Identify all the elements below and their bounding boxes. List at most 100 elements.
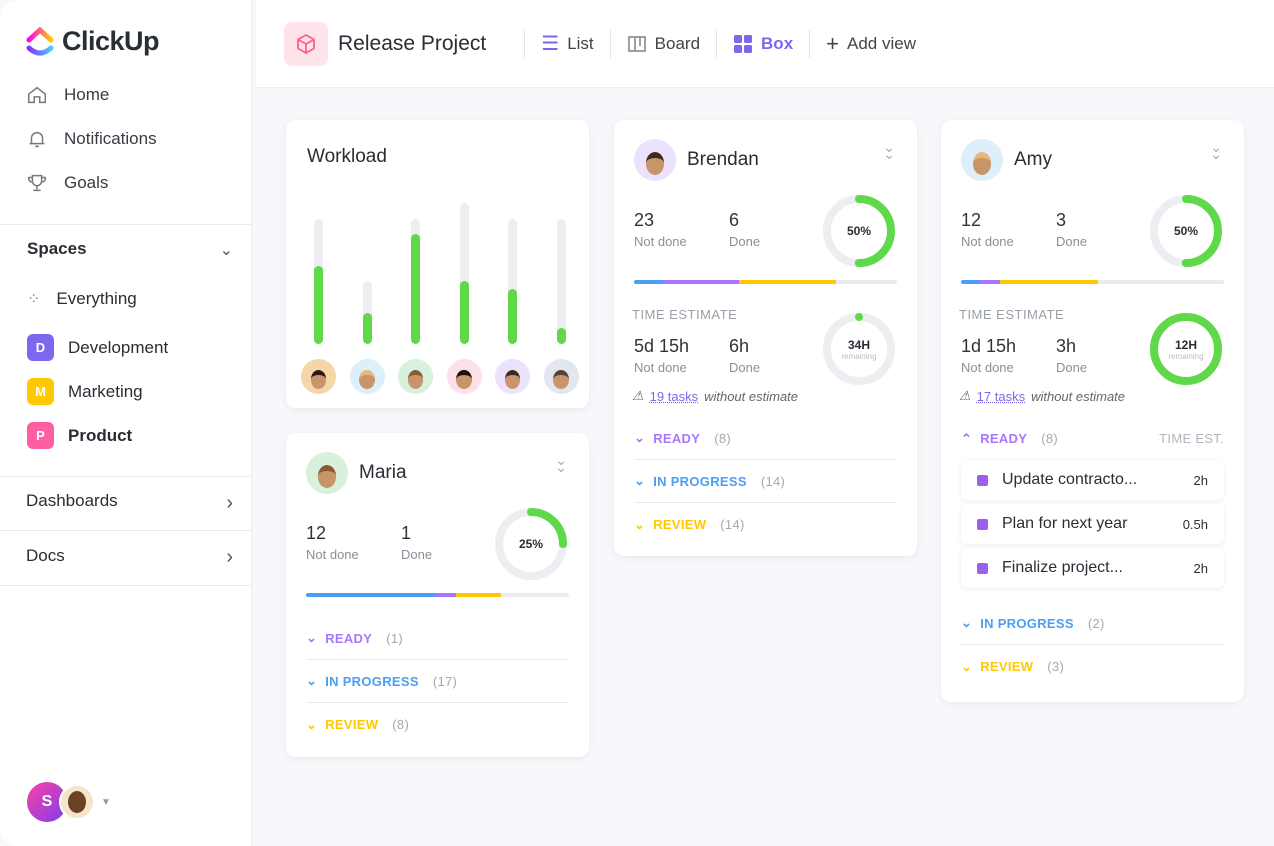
space-product[interactable]: P Product [27, 422, 132, 449]
ring-label: 34H [847, 337, 870, 352]
group-label: READY [653, 430, 701, 446]
task-estimate: 0.5h [1182, 516, 1208, 532]
done-count: 3 [1056, 210, 1067, 230]
task-name: Update contracto... [1002, 471, 1138, 488]
add-view-button[interactable]: + Add view [826, 31, 916, 57]
chevron-down-icon[interactable]: ⌄ [219, 242, 233, 259]
divider [609, 29, 611, 58]
group-count: (14) [760, 473, 786, 489]
avatar[interactable] [634, 139, 676, 181]
status-progress-bar [306, 593, 569, 597]
tab-list[interactable]: ☰ List [541, 31, 593, 56]
task-row[interactable]: Update contracto... 2h [961, 460, 1224, 500]
space-everything[interactable]: ⁘ Everything [27, 289, 137, 309]
person-name: Brendan [687, 149, 759, 170]
divider [0, 585, 252, 586]
chevron-down-icon: ⌄ [634, 430, 646, 445]
avatar[interactable] [306, 452, 348, 494]
tab-label: Board [654, 33, 701, 53]
space-development[interactable]: D Development [27, 334, 168, 361]
status-group-ready[interactable]: ⌄ READY (1) [306, 617, 569, 660]
add-view-label: Add view [847, 33, 916, 53]
status-group-in-progress[interactable]: ⌄ IN PROGRESS (17) [306, 660, 569, 703]
task-status-icon [977, 562, 988, 574]
group-count: (2) [1087, 615, 1105, 631]
time-not-done-label: Not done [634, 360, 687, 375]
box-grid-icon [734, 34, 753, 53]
collapse-icon[interactable]: ⌄ ⌄ [1210, 139, 1222, 162]
avatar[interactable] [349, 359, 385, 394]
chevron-right-icon[interactable]: › [226, 492, 233, 514]
status-group-ready[interactable]: ⌃ READY (8) TIME EST. [961, 417, 1224, 460]
tab-board[interactable]: Board [627, 34, 700, 54]
nav-docs[interactable]: Docs [26, 546, 65, 565]
nav-label: Notifications [64, 129, 157, 148]
divider [0, 224, 252, 225]
status-group-ready[interactable]: ⌄ READY (8) [634, 417, 897, 460]
workload-bar-fill [508, 289, 517, 344]
nav-notifications[interactable]: Notifications [26, 128, 157, 150]
chevron-right-icon[interactable]: › [226, 546, 233, 568]
ring-sublabel: remaining [1168, 351, 1204, 361]
time-done-label: Done [1056, 360, 1088, 375]
app-name: ClickUp [62, 26, 160, 56]
tasks-without-estimate-link[interactable]: 17 tasks [976, 388, 1026, 404]
group-count: (14) [720, 517, 745, 532]
avatar[interactable] [495, 359, 530, 394]
status-group-review[interactable]: ⌄ REVIEW (3) [961, 645, 1224, 688]
tasks-without-estimate-link[interactable]: 19 tasks [649, 388, 699, 404]
nav-home[interactable]: Home [26, 84, 109, 106]
avatar[interactable] [446, 359, 482, 394]
task-estimate: 2h [1193, 560, 1208, 576]
group-count: (8) [714, 430, 732, 446]
status-group-review[interactable]: ⌄ REVIEW (14) [634, 503, 897, 546]
group-label: REVIEW [980, 659, 1034, 674]
workload-bar-fill [459, 281, 469, 344]
workload-bar-track [556, 218, 566, 344]
avatar[interactable] [301, 359, 336, 394]
sidebar: ClickUp Home Notifications Goals Spaces … [0, 0, 252, 846]
space-marketing[interactable]: M Marketing [27, 378, 143, 405]
task-row[interactable]: Finalize project... 2h [961, 548, 1224, 588]
space-label: Marketing [68, 381, 143, 401]
space-badge: D [27, 334, 54, 361]
ring-label: 25% [518, 537, 544, 551]
status-group-review[interactable]: ⌄ REVIEW (8) [306, 703, 569, 746]
status-group-in-progress[interactable]: ⌄ IN PROGRESS (2) [961, 602, 1224, 645]
status-group-in-progress[interactable]: ⌄ IN PROGRESS (14) [634, 460, 897, 503]
not-done-label: Not done [306, 547, 359, 562]
avatar [59, 784, 95, 820]
done-label: Done [1056, 234, 1088, 249]
ring-label: 12H [1174, 337, 1197, 352]
nav-goals[interactable]: Goals [26, 172, 108, 194]
person-name: Maria [359, 462, 407, 483]
group-label: READY [980, 431, 1028, 446]
not-done-count: 12 [306, 523, 327, 543]
avatar[interactable] [398, 359, 433, 394]
workload-card: Workload [286, 120, 589, 408]
tab-box[interactable]: Box [733, 34, 793, 54]
progress-ring-fill [1150, 313, 1222, 385]
progress-ring: 25% [493, 506, 569, 587]
task-status-icon [977, 474, 988, 486]
grid-dots-icon: ⁘ [27, 291, 41, 308]
collapse-icon[interactable]: ⌄ ⌄ [555, 452, 567, 475]
avatar[interactable] [961, 139, 1003, 181]
avatar[interactable] [543, 359, 579, 394]
group-label: REVIEW [325, 717, 379, 732]
collapse-icon[interactable]: ⌄ ⌄ [883, 139, 895, 162]
user-menu[interactable]: S ▼ [27, 782, 111, 822]
spaces-header[interactable]: Spaces [27, 239, 87, 258]
space-label: Everything [56, 289, 137, 308]
status-progress-bar [634, 280, 897, 284]
task-name: Plan for next year [1002, 515, 1128, 532]
nav-dashboards[interactable]: Dashboards [26, 491, 118, 510]
not-done-label: Not done [961, 234, 1014, 249]
clickup-logo[interactable]: ClickUp [26, 26, 160, 57]
task-row[interactable]: Plan for next year 0.5h [961, 504, 1224, 544]
person-name: Amy [1014, 149, 1052, 170]
workload-bar-track [459, 203, 469, 344]
list-icon: ☰ [541, 33, 560, 55]
task-name: Finalize project... [1002, 559, 1123, 576]
workload-bar-fill [362, 312, 372, 344]
